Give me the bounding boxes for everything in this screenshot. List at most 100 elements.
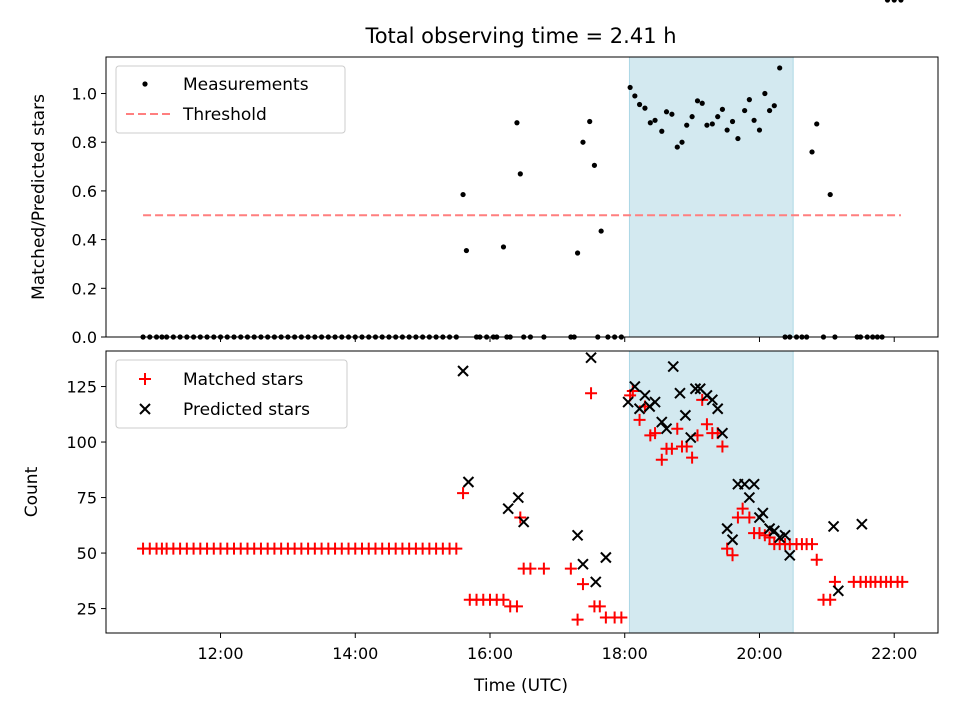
predicted-star-marker [629, 380, 641, 393]
predicted-star-marker [600, 551, 612, 564]
plot-frame-bottom [105, 350, 939, 634]
predicted-star-marker [685, 431, 697, 444]
measurement-point [460, 191, 466, 198]
measurement-point [884, 0, 891, 3]
y-tick-label-bottom: 50 [77, 544, 97, 563]
y-tick-label-top: 0.4 [72, 231, 97, 250]
legend-measurements-marker [142, 81, 148, 87]
measurement-point [735, 135, 741, 142]
measurement-point [632, 93, 638, 99]
predicted-star-marker [660, 423, 673, 435]
legend-bottom-box [115, 359, 348, 429]
predicted-star-marker [784, 549, 796, 561]
predicted-star-marker [748, 478, 760, 490]
predicted-star-marker [757, 507, 769, 519]
x-tick-label: 18:00 [602, 644, 648, 663]
measurement-point [591, 162, 598, 168]
predicted-star-marker [649, 396, 661, 408]
measurements-series [140, 0, 904, 340]
measurement-point [704, 122, 710, 128]
measurement-point [652, 117, 658, 123]
matched-star-marker [753, 527, 766, 540]
x-tick-label: 12:00 [197, 644, 243, 663]
matched-star-marker [593, 600, 606, 613]
measurement-point [742, 107, 748, 114]
measurement-point [751, 117, 757, 123]
y-tick-label-top: 0.2 [72, 279, 97, 298]
y-tick-label-top: 0.6 [72, 182, 97, 201]
predicted-star-marker [590, 576, 602, 588]
measurement-point [574, 250, 581, 256]
matched-star-marker [576, 578, 589, 591]
measurement-point [891, 0, 897, 3]
matched-star-marker [743, 511, 756, 524]
predicted-star-marker [667, 360, 679, 373]
predicted-star-marker [457, 365, 469, 377]
predicted-star-marker [585, 351, 597, 364]
legend-top-box [115, 65, 346, 134]
measurement-point [762, 90, 768, 97]
matched-star-marker [716, 440, 729, 453]
x-tick-label: 14:00 [332, 644, 378, 663]
predicted-star-marker [622, 396, 634, 408]
matched-star-marker [700, 418, 713, 431]
predicted-star-marker [462, 476, 475, 488]
matched-star-marker [726, 549, 739, 562]
predicted-star-marker [571, 529, 584, 542]
y-tick-label-top: 0.8 [72, 133, 97, 152]
measurement-point [642, 105, 648, 111]
matched-star-marker [571, 613, 584, 626]
predicted-star-marker [827, 520, 840, 533]
legend-top: Measurements Threshold [115, 65, 346, 134]
measurement-point [809, 149, 815, 155]
matched-star-marker [828, 575, 841, 588]
matched-star-marker [626, 384, 639, 397]
matched-star-marker [721, 542, 734, 555]
predicted-star-marker [711, 403, 724, 415]
measurement-point [729, 118, 736, 125]
y-axis-label-top: Matched/Predicted stars [29, 94, 49, 300]
x-tick-label: 20:00 [736, 644, 782, 663]
predicted-star-marker [716, 427, 729, 439]
matched-star-marker [649, 427, 662, 440]
predicted-star-marker [779, 529, 791, 542]
matched-star-marker [686, 451, 699, 464]
legend-matched-marker [139, 373, 151, 385]
measurement-point [669, 111, 675, 117]
matched-star-marker [763, 531, 776, 544]
shade-region-bottom [628, 350, 794, 634]
measurement-point [898, 0, 904, 3]
shade-region-top [628, 56, 794, 338]
measurement-point [659, 128, 665, 134]
predicted-star-marker [832, 585, 845, 597]
measurement-point [627, 84, 633, 91]
y-tick-label-bottom: 25 [77, 600, 97, 619]
plot-frame-top [105, 56, 939, 338]
measurement-point [694, 98, 701, 104]
measurement-point [709, 121, 715, 127]
x-axis-bottom: 12:00 14:00 16:00 18:00 20:00 22:00 [197, 633, 917, 663]
predicted-stars-series [457, 351, 868, 597]
measurement-point [689, 114, 695, 120]
matched-star-marker [510, 600, 523, 613]
measurement-point [679, 139, 685, 145]
matched-star-marker [671, 422, 684, 435]
measurement-point [719, 106, 726, 112]
legend-predicted-marker [139, 403, 151, 415]
legend-threshold-label: Threshold [182, 105, 267, 125]
y-axis-top: 0.0 0.2 0.4 0.6 0.8 1.0 [72, 85, 106, 347]
measurement-point [500, 244, 507, 250]
predicted-star-marker [738, 478, 751, 490]
predicted-star-marker [706, 394, 719, 406]
y-tick-label-bottom: 100 [66, 433, 97, 452]
y-tick-label-top: 1.0 [72, 85, 97, 104]
panel-counts: 25 50 75 100 125 12:00 14:00 16:00 18:00 20:00 22… [22, 350, 939, 696]
measurement-point [746, 97, 752, 103]
measurement-point [766, 107, 773, 114]
legend-matched-label: Matched stars [183, 370, 303, 390]
predicted-star-marker [512, 491, 525, 504]
x-axis-label: Time (UTC) [473, 676, 568, 696]
predicted-star-marker [856, 518, 868, 530]
matched-star-marker [585, 387, 598, 400]
matched-star-marker [655, 453, 668, 466]
